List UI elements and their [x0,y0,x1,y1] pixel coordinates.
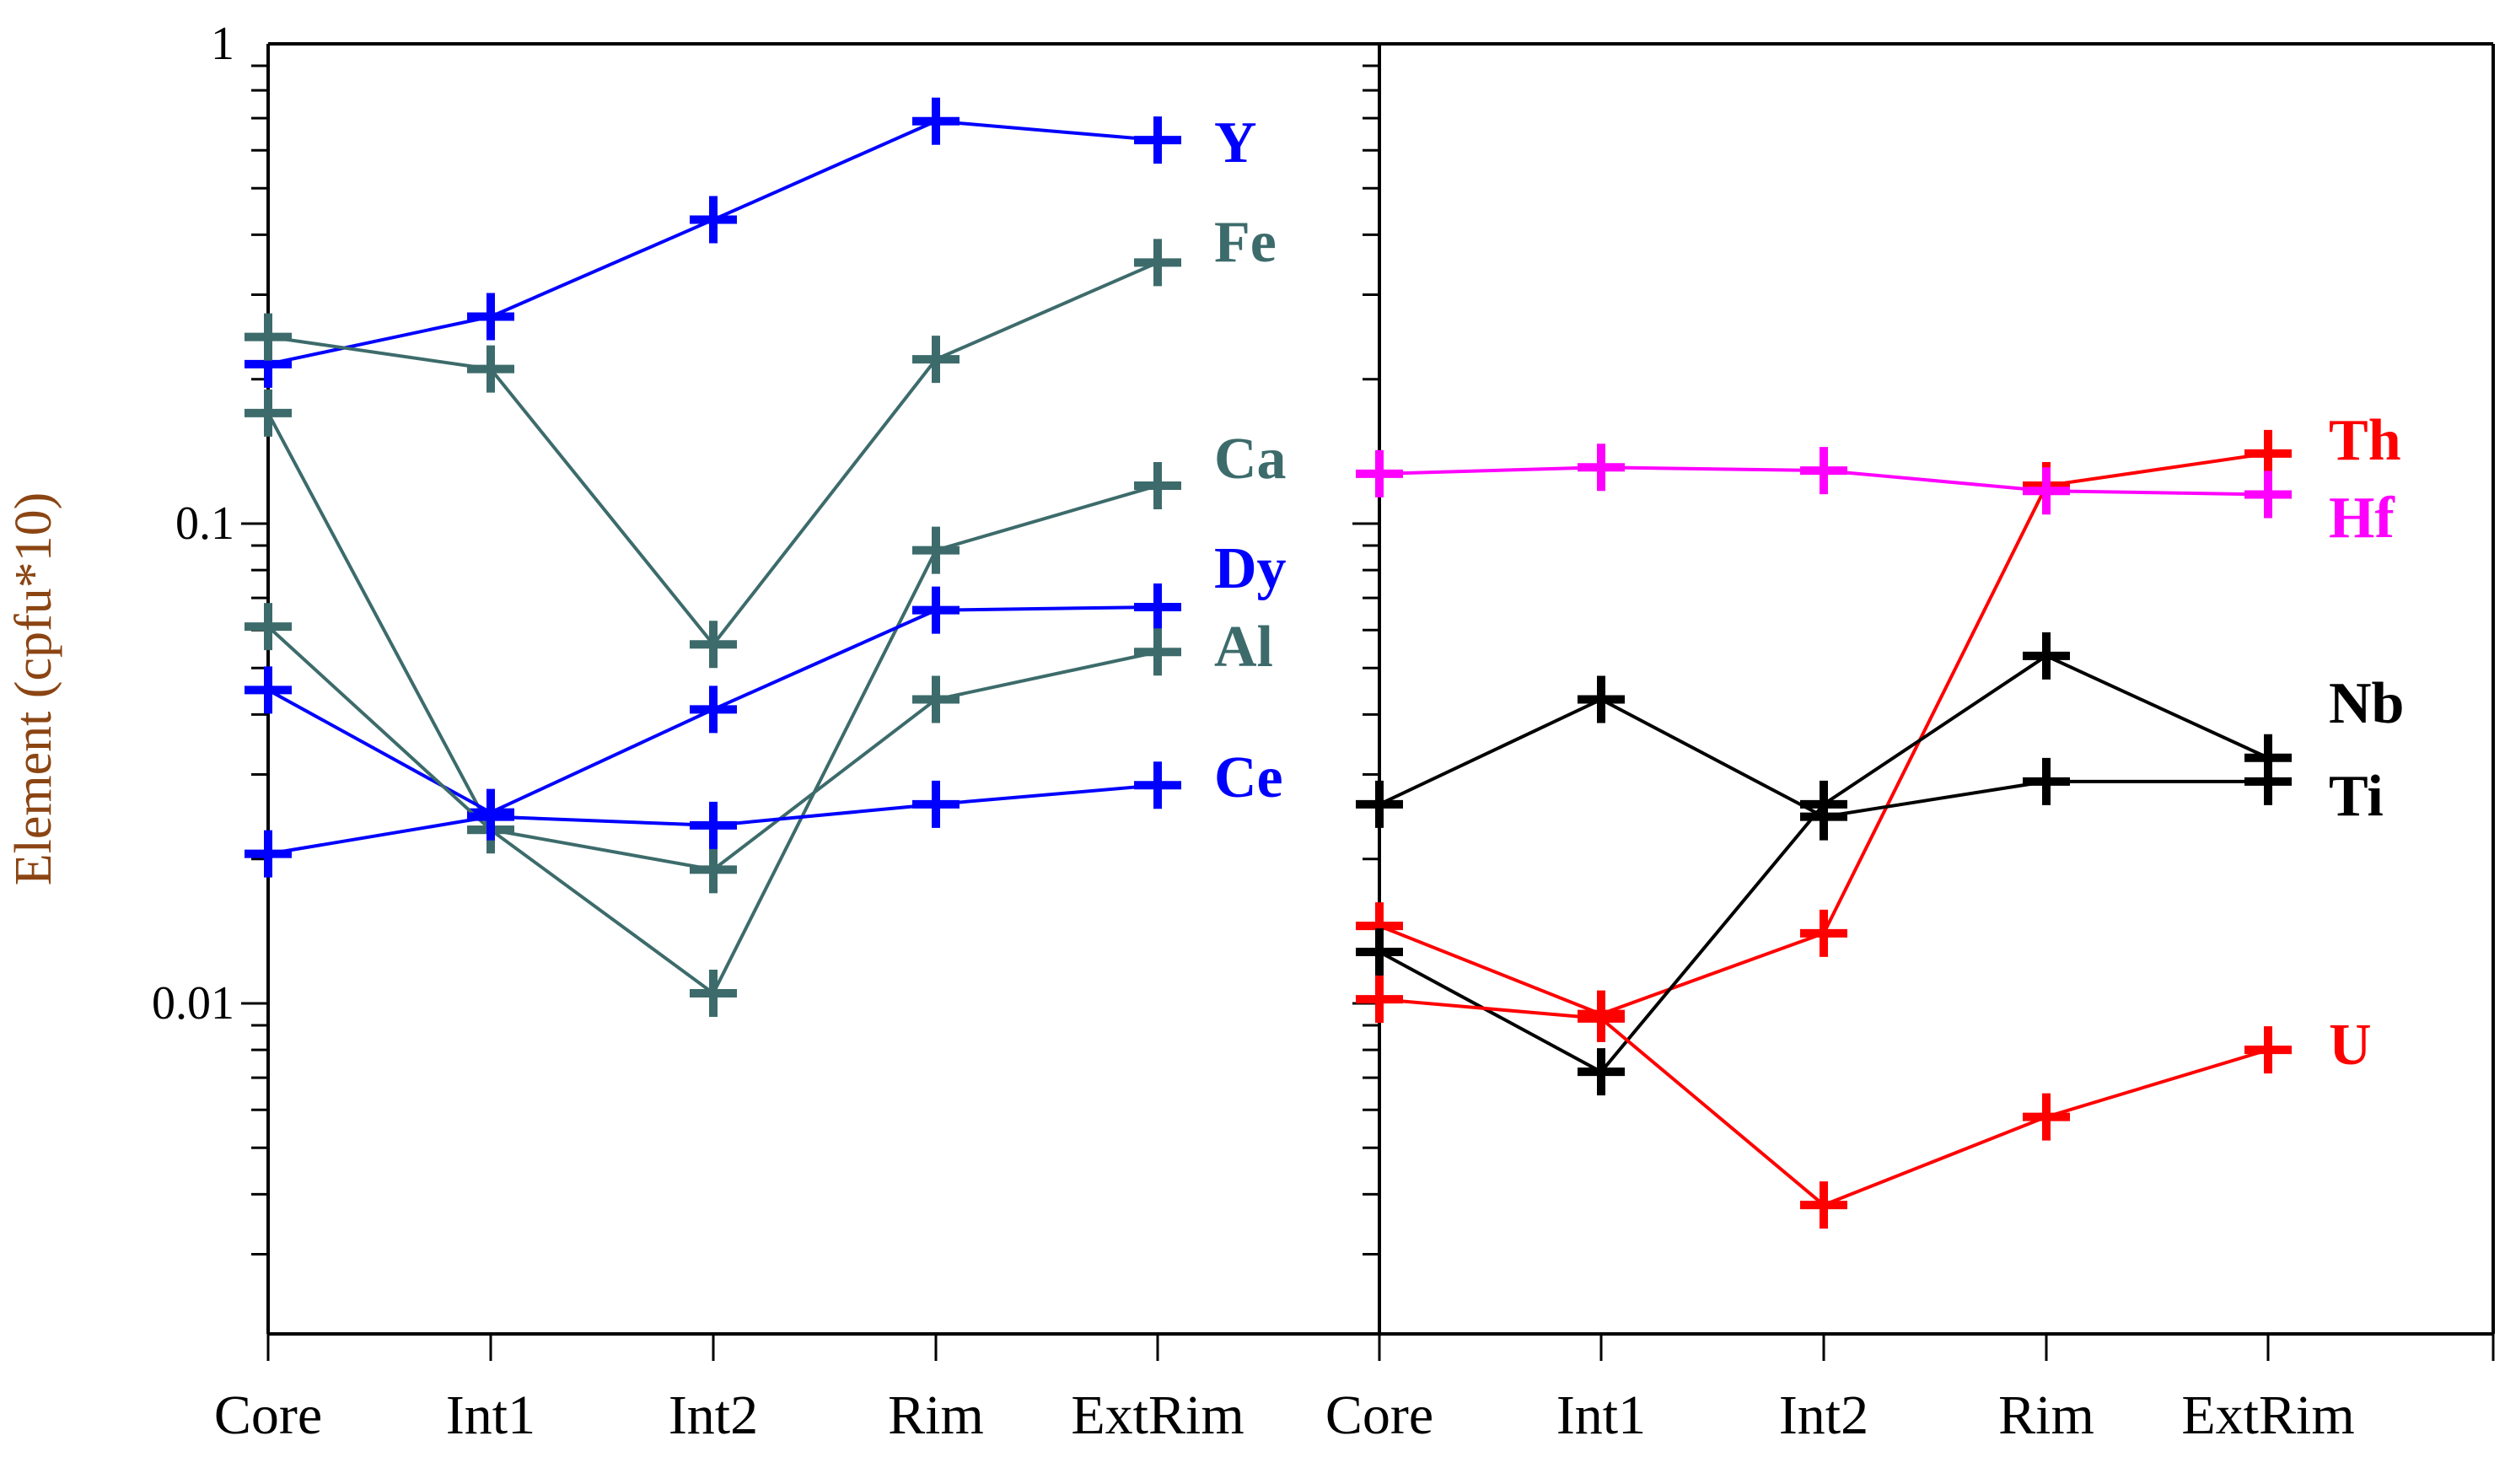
series-line-Fe [267,261,1158,648]
data-point-Al [1134,628,1181,676]
data-point-Y [467,293,514,341]
data-point-U [1356,976,1403,1024]
data-point-Dy [912,586,960,634]
data-point-Y [912,97,960,145]
data-point-Th [2244,429,2292,477]
y-tick-label: 1 [211,18,234,70]
data-point-Ce [245,830,292,878]
data-point-Ce [1134,761,1181,809]
data-point-Ce [912,780,960,828]
x-tick-label: Int2 [1779,1385,1868,1446]
data-point-Ti [2023,757,2070,805]
series-label-Th: Th [2329,408,2401,473]
data-point-U [2244,1026,2292,1074]
data-point-Nb [1578,1048,1625,1096]
series-label-Y: Y [1214,110,1257,175]
data-point-Al [245,603,292,651]
data-point-Nb [2023,632,2070,680]
data-point-Y [1134,116,1181,164]
series-layer: Y Fe Ca Dy Al Ce Th Hf Nb Ti U [245,97,2404,1229]
series-Ti: Ti [1356,675,2384,841]
data-point-Al [912,675,960,723]
series-Ce: Ce [245,745,1283,878]
data-point-Ti [1578,675,1625,723]
axis-ticks [241,64,2495,1361]
y-axis-title: Element (cpfu*10) [5,492,62,886]
data-point-Dy [690,686,737,734]
data-point-Th [1800,909,1847,957]
data-point-Fe [690,621,737,669]
data-point-Ca [245,389,292,437]
series-label-Ce: Ce [1214,745,1283,810]
data-point-Ca [912,526,960,574]
data-point-Fe [912,336,960,384]
series-label-Al: Al [1214,615,1273,680]
series-label-Fe: Fe [1214,210,1277,275]
data-point-U [2023,1093,2070,1141]
data-point-Hf [1578,444,1625,492]
data-point-Fe [1134,239,1181,287]
series-label-Dy: Dy [1214,536,1287,601]
series-Y: Y [245,97,1257,388]
plot-frame [266,42,2495,1336]
x-tick-label: ExtRim [1071,1385,1244,1446]
series-Al: Al [245,603,1273,894]
x-tick-label: Core [1325,1385,1433,1446]
data-point-Ti [1800,793,1847,841]
series-label-Nb: Nb [2329,671,2404,736]
series-U: U [1356,976,2372,1229]
data-point-U [1800,1181,1847,1229]
y-tick-label: 0.01 [152,977,234,1030]
series-Ca: Ca [245,389,1287,1017]
data-point-Hf [1356,449,1403,497]
series-Nb: Nb [1356,632,2404,1096]
x-tick-label: Core [214,1385,322,1446]
data-point-Nb [1356,928,1403,976]
x-tick-label: Int1 [446,1385,535,1446]
series-Th: Th [1356,408,2401,1038]
data-point-Ce [690,801,737,849]
series-label-U: U [2329,1013,2372,1078]
data-point-Dy [245,666,292,714]
data-point-Dy [1134,583,1181,631]
data-point-Y [690,196,737,244]
data-point-Hf [2244,470,2292,519]
data-point-Ce [467,793,514,841]
x-tick-label: Rim [888,1385,984,1446]
series-label-Ca: Ca [1214,427,1287,492]
data-point-Ti [2244,757,2292,805]
series-label-Hf: Hf [2329,486,2395,551]
x-tick-label: Int2 [669,1385,758,1446]
axis-labels: 1 0.1 0.01 Element (cpfu*10) Core Int1 Int2 Rim… [5,18,2355,1446]
data-point-Ca [690,969,737,1017]
x-tick-label: Rim [1998,1385,2094,1446]
data-point-U [1578,994,1625,1042]
data-point-Ti [1356,780,1403,828]
data-point-Ca [1134,461,1181,509]
series-line-U [1379,997,2269,1207]
data-point-Hf [2023,467,2070,515]
series-Dy: Dy [245,536,1287,836]
x-tick-label: Int1 [1556,1385,1646,1446]
y-tick-label: 0.1 [175,497,234,550]
series-Hf: Hf [1356,444,2395,551]
x-tick-label: ExtRim [2181,1385,2354,1446]
series-label-Ti: Ti [2329,764,2384,829]
data-point-Fe [245,313,292,361]
data-point-Al [690,846,737,894]
series-Fe: Fe [245,210,1277,669]
data-point-Hf [1800,447,1847,495]
data-point-Fe [467,345,514,393]
